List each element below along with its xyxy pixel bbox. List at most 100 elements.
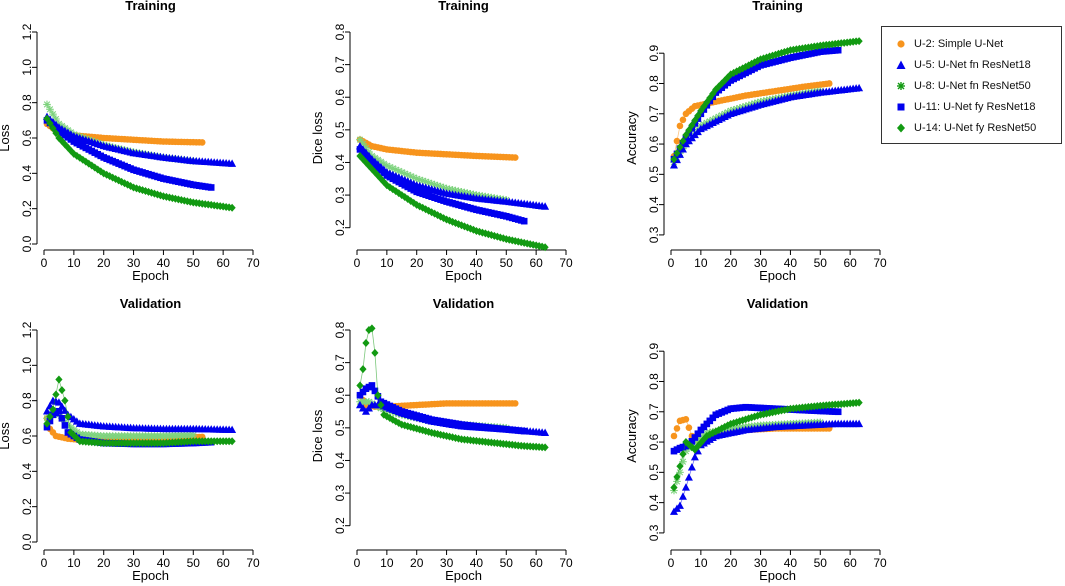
y-axis-label: Dice loss (310, 409, 325, 462)
data-point-diamond (94, 165, 102, 174)
chart-title: Validation (747, 296, 808, 311)
data-point-diamond (748, 59, 756, 68)
y-tick-label: 0.8 (333, 23, 347, 40)
series-diamond (43, 375, 236, 448)
series-diamond (356, 151, 549, 252)
data-point-diamond (377, 174, 385, 183)
y-tick-label: 0.5 (647, 166, 661, 183)
data-point-diamond (855, 398, 863, 407)
data-point-diamond (487, 231, 495, 240)
data-point-diamond (679, 450, 687, 459)
data-point-diamond (428, 208, 436, 217)
x-tick-label: 10 (694, 556, 708, 570)
data-point-diamond (437, 212, 445, 221)
data-point-diamond (228, 203, 236, 212)
x-tick-label: 70 (873, 256, 887, 270)
x-tick-label: 60 (216, 256, 230, 270)
data-point-triangle (855, 83, 864, 92)
data-point-triangle (54, 398, 63, 406)
x-tick-label: 20 (97, 556, 111, 570)
data-point-circle (511, 400, 519, 407)
data-point-diamond (52, 129, 60, 138)
data-point-diamond (472, 226, 481, 235)
series-circle (670, 80, 833, 160)
y-tick-label: 0.0 (20, 533, 34, 550)
data-point-diamond (703, 432, 711, 440)
data-point-diamond (49, 124, 57, 133)
x-tick-label: 30 (127, 256, 141, 270)
x-tick-label: 0 (668, 556, 675, 570)
data-point-diamond (499, 234, 507, 243)
data-point-circle (682, 416, 690, 423)
data-point-square (834, 46, 842, 54)
data-point-diamond (855, 37, 863, 46)
data-point-diamond (52, 390, 60, 399)
x-tick-label: 40 (784, 556, 798, 570)
data-point-square (371, 387, 379, 395)
data-point-triangle (57, 402, 66, 410)
data-point-diamond (43, 419, 51, 428)
legend-label: U-8: U-Net fn ResNet50 (914, 80, 1031, 92)
data-point-diamond (697, 438, 705, 447)
data-point-diamond (356, 381, 364, 390)
data-point-diamond (688, 121, 696, 130)
y-axis-label: Accuracy (624, 409, 639, 463)
x-tick-label: 30 (440, 256, 454, 270)
data-point-circle (198, 139, 206, 146)
series-triangle (42, 396, 237, 434)
data-point-square (834, 408, 842, 416)
data-point-triangle (855, 419, 864, 428)
data-point-diamond (371, 168, 379, 177)
data-point-diamond (419, 203, 427, 212)
data-point-diamond (377, 401, 385, 410)
legend-item: U-11: U-Net fy ResNet18 (890, 98, 1035, 116)
data-point-diamond (46, 119, 54, 128)
data-point-asterisk (189, 431, 198, 439)
x-tick-label: 20 (410, 256, 424, 270)
legend-marker-triangle (896, 60, 906, 69)
data-point-diamond (374, 171, 382, 180)
data-point-diamond (64, 412, 72, 421)
y-tick-label: 0.4 (20, 165, 34, 182)
data-point-diamond (395, 189, 403, 198)
x-tick-label: 60 (843, 556, 857, 570)
y-tick-label: 0.2 (20, 498, 34, 515)
series-circle (356, 136, 519, 161)
data-point-square (46, 417, 54, 425)
data-point-diamond (706, 430, 714, 439)
y-tick-label: 1.2 (20, 23, 34, 40)
data-point-triangle (690, 453, 699, 461)
y-tick-label: 0.4 (333, 154, 347, 171)
legend-item: U-2: Simple U-Net (890, 35, 1003, 53)
data-point-diamond (395, 418, 403, 427)
x-tick-label: 70 (559, 556, 573, 570)
data-point-triangle (541, 428, 550, 436)
data-point-diamond (706, 94, 714, 103)
data-point-circle (676, 122, 684, 130)
x-tick-label: 0 (41, 256, 48, 270)
y-tick-label: 0.5 (333, 121, 347, 138)
legend-marker-diamond (897, 123, 905, 133)
x-tick-label: 70 (246, 256, 260, 270)
y-tick-label: 0.5 (647, 464, 661, 481)
data-point-diamond (673, 472, 681, 481)
data-point-square (688, 438, 696, 445)
chart-panel-val-acc: Validation 0 10 20 30 40 50 60 70 Epoch 0.3 0.4 0.5 0… (624, 296, 887, 583)
data-point-diamond (756, 55, 765, 64)
data-point-diamond (676, 143, 684, 152)
series-diamond (670, 398, 863, 492)
data-point-diamond (419, 426, 427, 435)
x-tick-label: 50 (500, 556, 514, 570)
y-tick-label: 0.9 (647, 45, 661, 62)
legend-item: U-8: U-Net fn ResNet50 (890, 77, 1031, 95)
chart-panel-val-dice: Validation 0 10 20 30 40 50 60 70 Epoch 0.2 0.3 0.4 0… (310, 296, 573, 583)
series-triangle (669, 419, 864, 515)
data-point-diamond (490, 231, 498, 240)
data-point-diamond (712, 85, 720, 94)
data-point-diamond (374, 391, 382, 400)
x-tick-label: 20 (724, 256, 738, 270)
x-tick-label: 60 (216, 556, 230, 570)
y-axis-label: Loss (0, 124, 12, 152)
data-point-diamond (362, 339, 370, 348)
